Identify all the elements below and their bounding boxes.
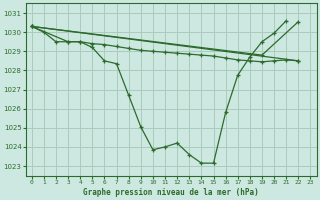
X-axis label: Graphe pression niveau de la mer (hPa): Graphe pression niveau de la mer (hPa) — [83, 188, 259, 197]
